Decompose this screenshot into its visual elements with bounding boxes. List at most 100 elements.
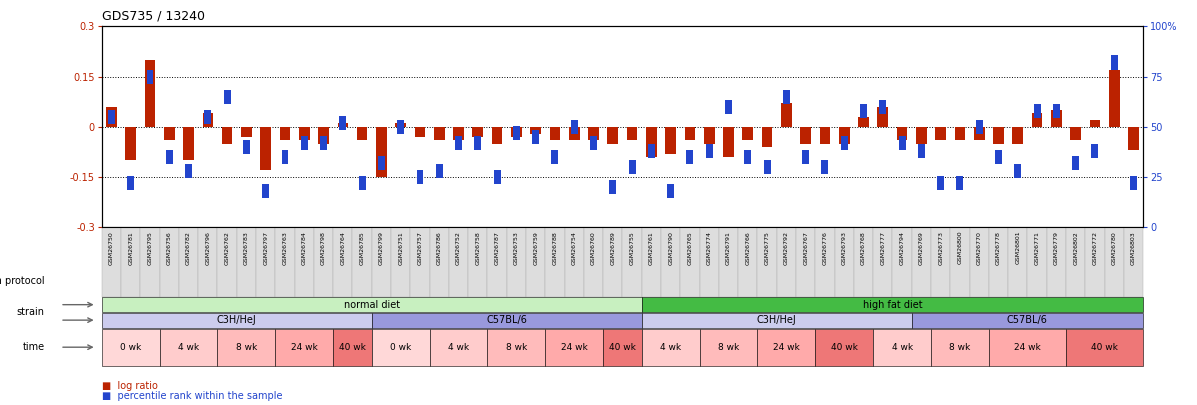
Text: GSM26758: GSM26758 xyxy=(475,231,480,264)
Bar xyxy=(199,227,218,297)
Text: 4 wk: 4 wk xyxy=(178,343,199,352)
Text: GSM26766: GSM26766 xyxy=(746,231,751,264)
Text: GSM26756: GSM26756 xyxy=(166,231,171,264)
Bar xyxy=(685,127,695,140)
Bar xyxy=(320,136,327,150)
Bar xyxy=(569,127,579,140)
Bar xyxy=(802,150,809,164)
Bar xyxy=(202,113,213,127)
Bar xyxy=(1046,227,1067,297)
Text: GSM26786: GSM26786 xyxy=(437,231,442,264)
Bar xyxy=(376,127,387,177)
Bar xyxy=(745,150,752,164)
Bar xyxy=(1014,164,1021,178)
Bar xyxy=(121,227,140,297)
Bar xyxy=(661,227,680,297)
Bar xyxy=(275,328,333,366)
Text: GSM26761: GSM26761 xyxy=(649,231,654,264)
Bar xyxy=(584,227,603,297)
Bar xyxy=(796,227,815,297)
Bar xyxy=(487,328,546,366)
Text: 24 wk: 24 wk xyxy=(561,343,588,352)
Bar xyxy=(511,127,522,137)
Bar xyxy=(262,184,269,198)
Text: 4 wk: 4 wk xyxy=(892,343,912,352)
Text: 8 wk: 8 wk xyxy=(718,343,739,352)
Text: GSM26752: GSM26752 xyxy=(456,231,461,265)
Bar xyxy=(642,297,1143,312)
Bar xyxy=(1111,55,1118,70)
Bar xyxy=(642,227,661,297)
Text: 40 wk: 40 wk xyxy=(831,343,858,352)
Bar xyxy=(609,180,616,194)
Text: GSM26796: GSM26796 xyxy=(206,231,211,265)
Bar xyxy=(146,70,153,83)
Bar xyxy=(622,227,642,297)
Bar xyxy=(815,328,873,366)
Bar xyxy=(525,227,546,297)
Bar xyxy=(764,160,771,174)
Bar xyxy=(994,127,1004,144)
Bar xyxy=(950,227,970,297)
Bar xyxy=(590,136,597,150)
Text: GSM26750: GSM26750 xyxy=(109,231,114,264)
Bar xyxy=(628,160,636,174)
Bar xyxy=(281,150,288,164)
Bar xyxy=(164,127,175,140)
Bar xyxy=(533,130,539,144)
Bar xyxy=(127,176,134,190)
Bar xyxy=(834,227,853,297)
Text: ■  log ratio: ■ log ratio xyxy=(102,381,158,391)
Bar xyxy=(333,227,352,297)
Bar xyxy=(372,227,391,297)
Bar xyxy=(893,227,912,297)
Text: GSM26765: GSM26765 xyxy=(687,231,692,264)
Bar xyxy=(995,150,1002,164)
Bar xyxy=(706,144,712,158)
Bar xyxy=(352,227,372,297)
Text: GSM26781: GSM26781 xyxy=(128,231,133,264)
Text: 24 wk: 24 wk xyxy=(1014,343,1041,352)
Bar xyxy=(642,328,699,366)
Bar xyxy=(877,107,888,127)
Bar xyxy=(974,127,984,140)
Bar xyxy=(378,156,384,170)
Bar xyxy=(183,127,194,160)
Text: GSM26790: GSM26790 xyxy=(668,231,673,265)
Bar xyxy=(454,127,463,140)
Bar xyxy=(989,328,1067,366)
Bar xyxy=(725,100,731,114)
Text: GDS735 / 13240: GDS735 / 13240 xyxy=(102,9,205,22)
Text: GSM26782: GSM26782 xyxy=(186,231,192,265)
Bar xyxy=(801,127,810,144)
Bar xyxy=(318,127,329,144)
Bar xyxy=(758,227,777,297)
Bar xyxy=(880,100,886,114)
Text: GSM26783: GSM26783 xyxy=(244,231,249,265)
Bar xyxy=(627,127,637,140)
Bar xyxy=(102,297,642,312)
Bar xyxy=(275,227,294,297)
Bar xyxy=(608,127,618,144)
Bar xyxy=(549,127,560,140)
Bar xyxy=(280,127,290,140)
Bar xyxy=(667,184,674,198)
Bar xyxy=(858,117,869,127)
Text: GSM26757: GSM26757 xyxy=(418,231,423,265)
Bar xyxy=(853,227,873,297)
Text: C3H/HeJ: C3H/HeJ xyxy=(757,315,796,325)
Bar xyxy=(935,127,946,140)
Bar xyxy=(487,227,506,297)
Bar xyxy=(300,136,308,150)
Text: GSM26777: GSM26777 xyxy=(880,231,886,265)
Bar xyxy=(1108,70,1119,127)
Bar xyxy=(108,110,115,124)
Text: GSM26768: GSM26768 xyxy=(861,231,865,264)
Bar xyxy=(126,127,136,160)
Bar xyxy=(565,227,584,297)
Text: GSM26784: GSM26784 xyxy=(302,231,306,265)
Text: 4 wk: 4 wk xyxy=(448,343,469,352)
Text: GSM26789: GSM26789 xyxy=(610,231,615,265)
Bar xyxy=(436,164,443,178)
Bar xyxy=(338,124,348,127)
